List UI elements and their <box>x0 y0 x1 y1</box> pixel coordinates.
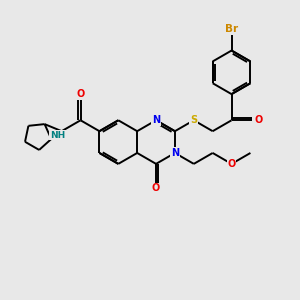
Text: N: N <box>171 148 179 158</box>
Text: O: O <box>152 183 160 194</box>
Text: N: N <box>152 115 160 125</box>
Text: O: O <box>76 89 85 99</box>
Text: O: O <box>255 115 263 125</box>
Text: S: S <box>190 115 197 125</box>
Text: O: O <box>227 159 236 169</box>
Text: NH: NH <box>50 130 65 140</box>
Text: Br: Br <box>225 24 238 34</box>
